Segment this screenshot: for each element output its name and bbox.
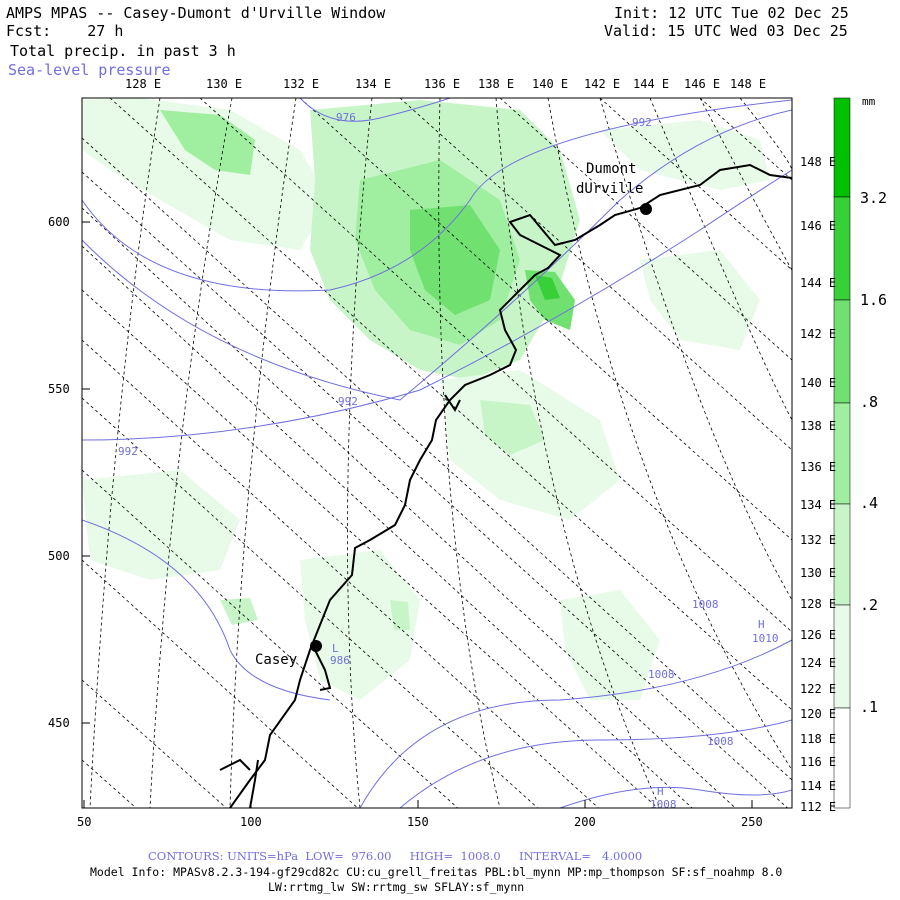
station-dumont-label: Dumont	[586, 161, 637, 177]
top-lon-label: 144 E	[633, 77, 670, 91]
right-lon-label: 132 E	[800, 533, 837, 547]
pressure-center: H	[657, 785, 664, 798]
right-lon-label: 144 E	[800, 276, 837, 290]
top-lon-label: 130 E	[206, 77, 243, 91]
right-lon-label: 122 E	[800, 682, 837, 696]
x-grid-label: 150	[407, 815, 429, 829]
model-info-2: LW:rrtmg_lw SW:rrtmg_sw SFLAY:sf_mynn	[268, 880, 525, 894]
y-grid-label: 500	[48, 549, 70, 563]
x-grid-label: 100	[240, 815, 262, 829]
precip-field	[82, 98, 770, 700]
station-markers	[310, 203, 652, 652]
top-lon-label: 138 E	[478, 77, 515, 91]
isobar-label: 992	[338, 395, 358, 408]
right-lon-label: 118 E	[800, 732, 837, 746]
top-lon-label: 128 E	[125, 77, 162, 91]
right-lon-label: 148 E	[800, 155, 837, 169]
right-lon-label: 138 E	[800, 419, 837, 433]
colorbar-unit: mm	[862, 95, 876, 108]
top-lon-label: 148 E	[730, 77, 767, 91]
map-frame	[81, 97, 793, 809]
init-time: Init: 12 UTC Tue 02 Dec 25	[614, 4, 849, 22]
isobar-labels: 976 992 992 992 1008 1008 1008 1008 1010…	[118, 111, 779, 811]
isobar-label: 992	[118, 445, 138, 458]
colorbar-level: .2	[860, 596, 879, 614]
isobars	[82, 98, 792, 808]
map-canvas: Dumont dUrville Casey 976 992 992 992 10…	[82, 98, 792, 811]
right-lon-label: 124 E	[800, 656, 837, 670]
right-lon-label: 116 E	[800, 755, 837, 769]
valid-time: Valid: 15 UTC Wed 03 Dec 25	[604, 22, 848, 40]
right-lon-label: 140 E	[800, 376, 837, 390]
isobar-label: 986	[330, 654, 350, 667]
colorbar-level: .1	[860, 698, 879, 716]
fcst-label: Fcst:	[6, 22, 52, 40]
x-grid-label: 250	[741, 815, 763, 829]
station-casey-label: Casey	[255, 652, 297, 668]
fcst-value: 27 h	[87, 22, 124, 40]
overlay-label: Sea-level pressure	[8, 61, 171, 79]
right-lon-label: 114 E	[800, 779, 837, 793]
product-label: Total precip. in past 3 h	[10, 42, 236, 60]
x-grid-label: 50	[77, 815, 92, 829]
isobar-label: 1008	[650, 798, 677, 811]
colorbar-level: 3.2	[860, 189, 888, 207]
colorbar-level: 1.6	[860, 291, 888, 309]
colorbar	[833, 97, 851, 809]
right-lon-label: 146 E	[800, 219, 837, 233]
right-lon-label: 130 E	[800, 566, 837, 580]
y-grid-label: 550	[48, 382, 70, 396]
top-lon-label: 146 E	[684, 77, 721, 91]
pressure-center: L	[332, 642, 339, 655]
forecast-label: Fcst: 27 h	[6, 22, 123, 40]
isobar-label: 1010	[752, 632, 779, 645]
top-lon-label: 136 E	[424, 77, 461, 91]
colorbar-level: .4	[860, 494, 879, 512]
station-dumont-label-2: dUrville	[576, 181, 643, 197]
top-lon-label: 132 E	[283, 77, 320, 91]
axis-ticks	[82, 221, 753, 808]
right-lon-label: 134 E	[800, 498, 837, 512]
x-grid-label: 200	[574, 815, 596, 829]
top-lon-label: 134 E	[355, 77, 392, 91]
y-grid-label: 600	[48, 215, 70, 229]
right-lon-label: 136 E	[800, 460, 837, 474]
y-grid-label: 450	[48, 716, 70, 730]
colorbar-level: .8	[860, 393, 879, 411]
model-info: Model Info: MPASv8.2.3-194-gf29cd82c CU:…	[90, 865, 783, 879]
top-lon-label: 142 E	[584, 77, 621, 91]
isobar-label: 976	[336, 111, 356, 124]
isobar-label: 1008	[707, 735, 734, 748]
right-lon-label: 126 E	[800, 628, 837, 642]
isobar-label: 1008	[648, 668, 675, 681]
right-lon-label: 120 E	[800, 707, 837, 721]
graticule	[82, 98, 792, 808]
isobar-label: 1008	[692, 598, 719, 611]
pressure-center: H	[758, 618, 765, 631]
right-lon-label: 128 E	[800, 597, 837, 611]
contours-info: CONTOURS: UNITS=hPa LOW= 976.00 HIGH= 10…	[148, 849, 643, 863]
isobar-label: 992	[632, 116, 652, 129]
right-lon-label: 142 E	[800, 327, 837, 341]
coastline	[219, 163, 792, 808]
top-lon-label: 140 E	[532, 77, 569, 91]
right-lon-label: 112 E	[800, 800, 837, 814]
chart-title: AMPS MPAS -- Casey-Dumont d'Urville Wind…	[6, 4, 386, 22]
